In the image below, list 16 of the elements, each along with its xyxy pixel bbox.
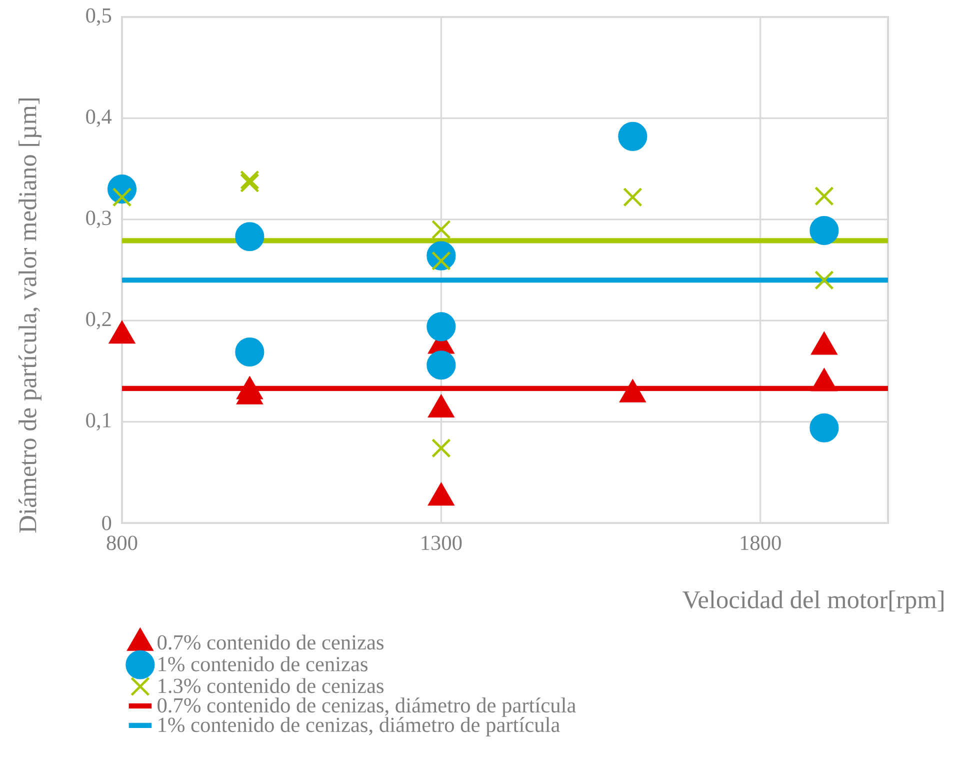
y-tick-label: 0,4 <box>86 109 112 127</box>
y-tick-label: 0 <box>102 516 112 530</box>
y-tick-label: 0,3 <box>86 210 112 228</box>
x-tick-label: 1300 <box>422 536 462 550</box>
x-tick-label: 1800 <box>740 536 781 550</box>
y-tick-label: 0,5 <box>86 8 112 26</box>
x-tick-label: 800 <box>106 536 138 550</box>
y-tick-label: 0,2 <box>86 312 111 330</box>
legend-label: 0.7% contenido de cenizas, diámetro de partícula <box>158 698 576 717</box>
y-tick-label: 0,1 <box>86 413 111 431</box>
legend-label: 1% contenido de cenizas <box>158 656 368 672</box>
legend-label: 1% contenido de cenizas, diámetro de partícula <box>158 717 560 736</box>
x-axis-title: Velocidad del motor[rpm] <box>682 590 944 614</box>
y-axis-title: Diámetro de partícula, valor mediano [µm] <box>18 98 42 533</box>
legend-label: 0.7% contenido de cenizas <box>158 634 384 650</box>
legend-label: 1.3% contenido de cenizas <box>158 678 384 694</box>
